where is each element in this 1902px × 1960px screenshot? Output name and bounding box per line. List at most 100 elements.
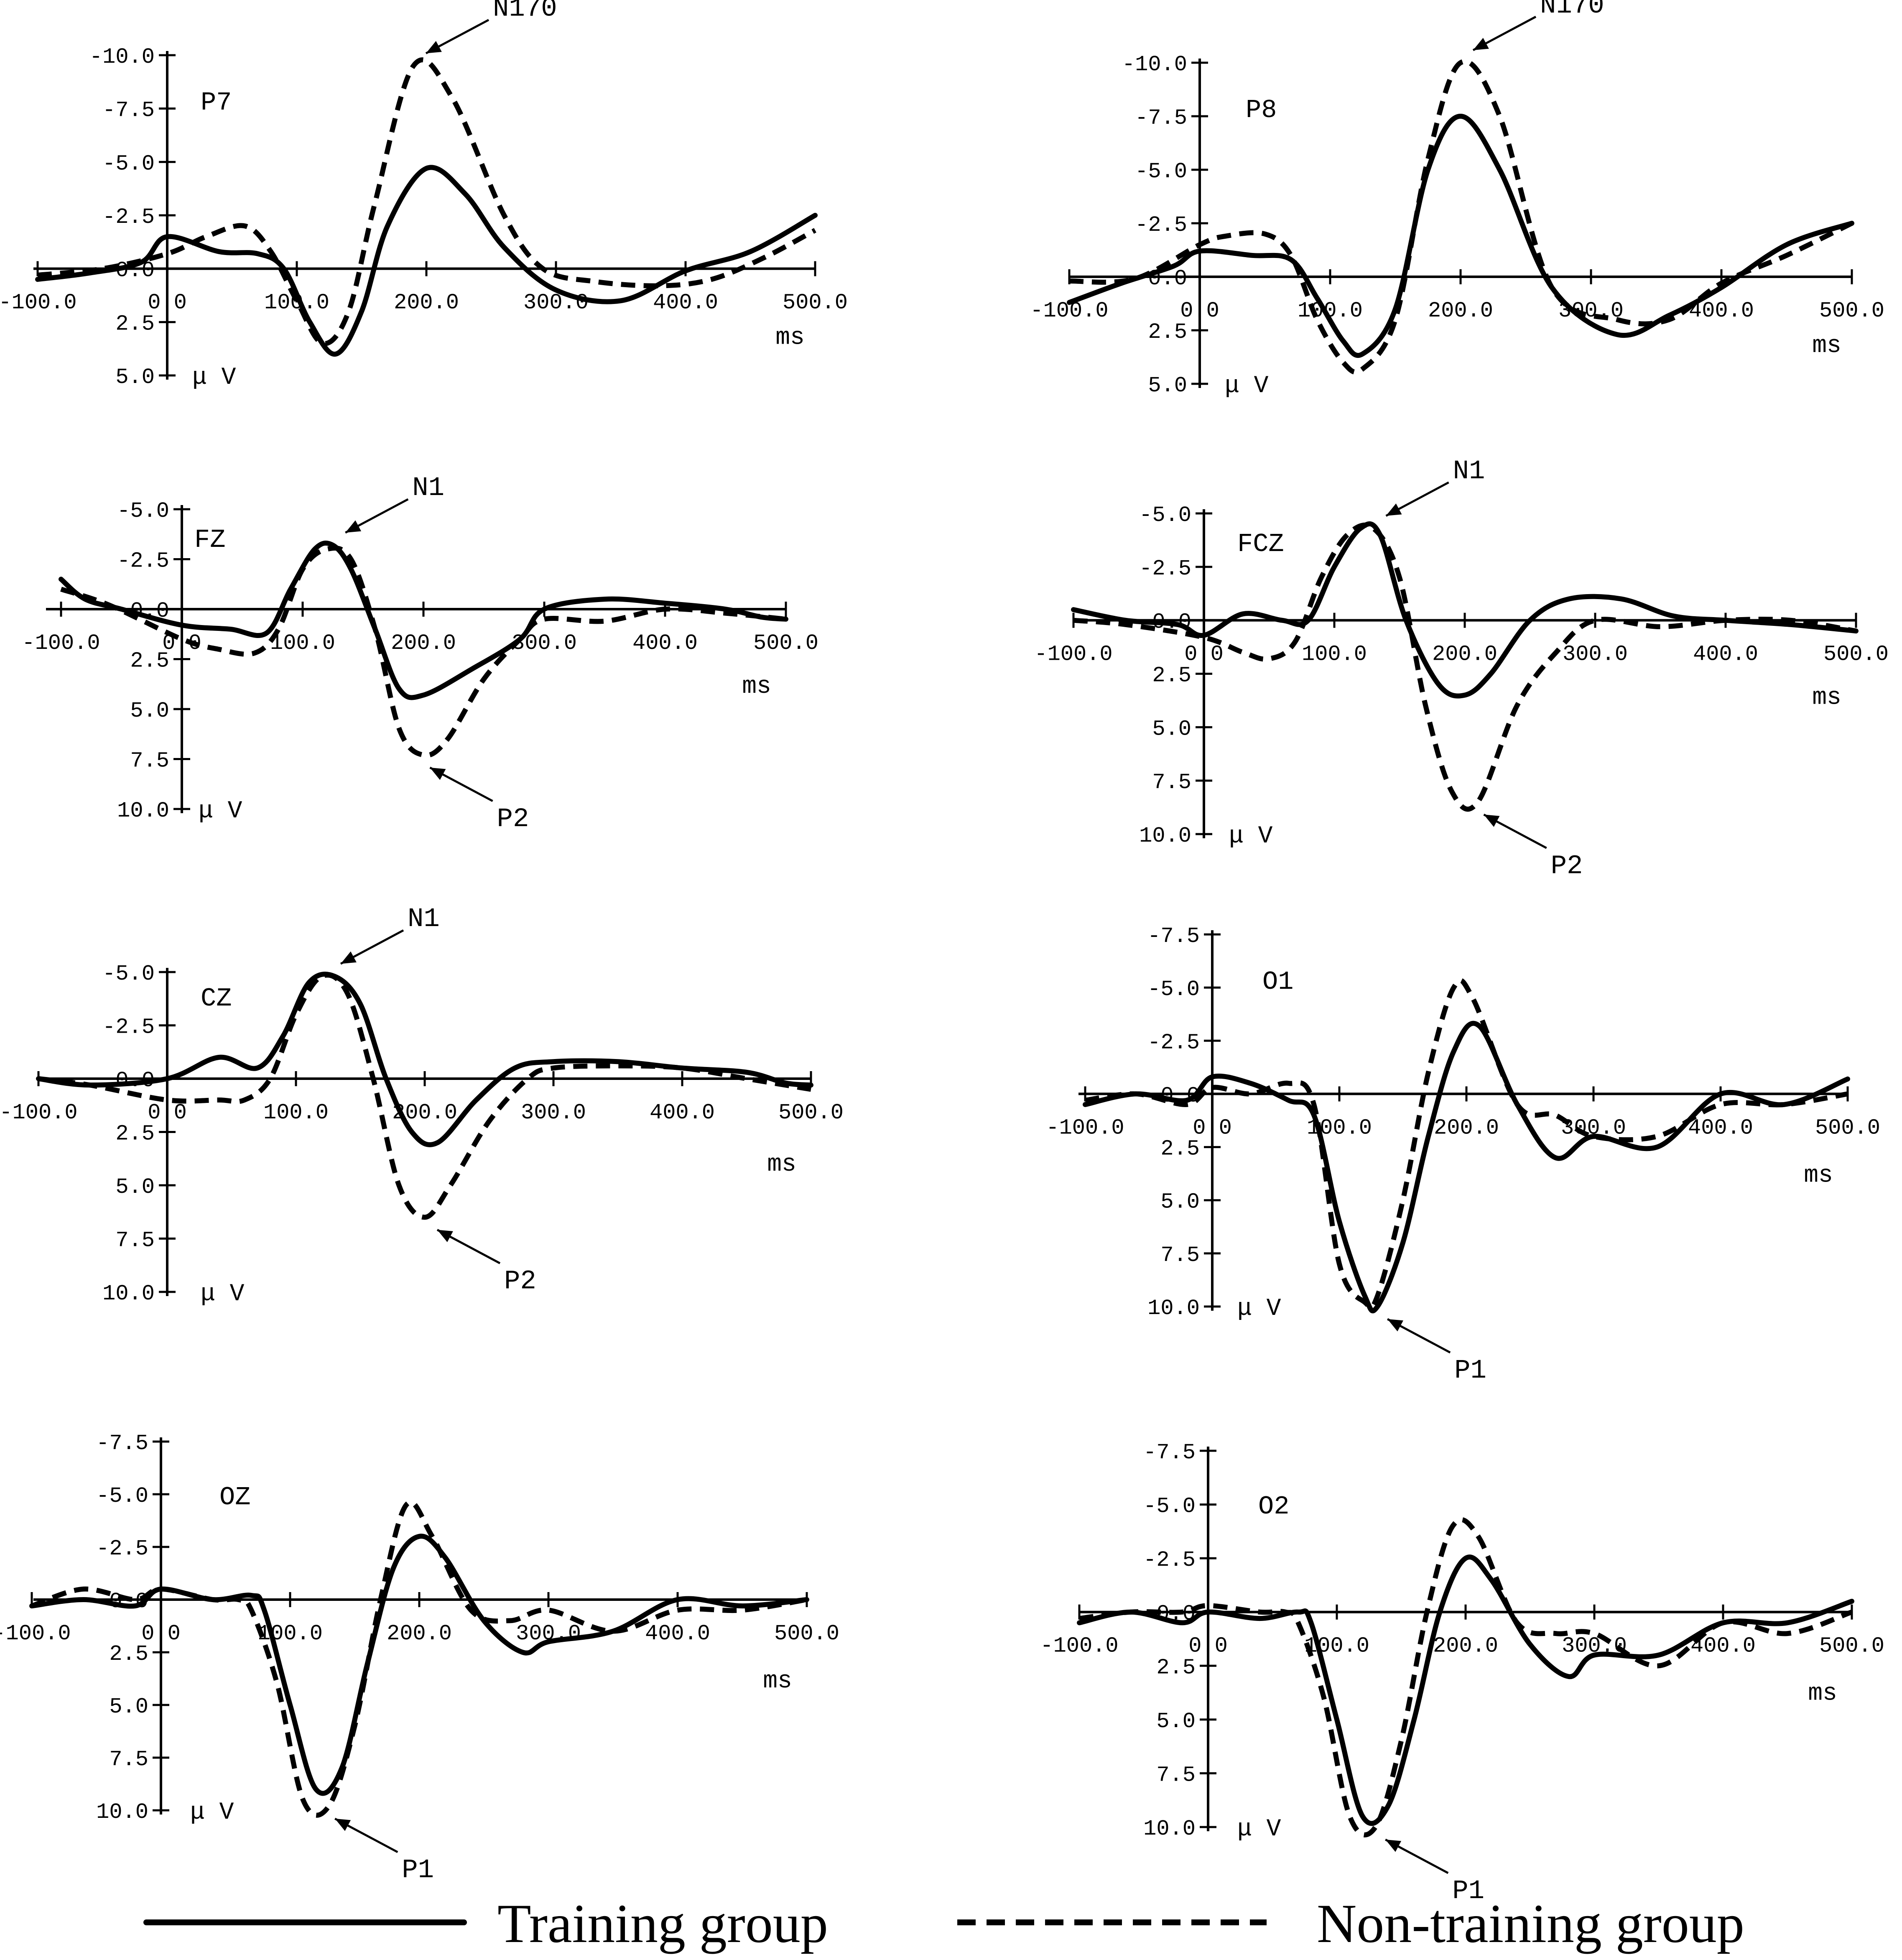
y-tick-label: -2.5 bbox=[1147, 1030, 1200, 1055]
y-tick-label: -2.5 bbox=[117, 549, 169, 574]
y-axis-unit: μ V bbox=[1229, 823, 1273, 850]
y-tick-label: 2.5 bbox=[1160, 1137, 1200, 1161]
x-tick-label: -100.0 bbox=[22, 631, 100, 656]
y-tick-label: 7.5 bbox=[130, 749, 169, 773]
x-axis-unit: ms bbox=[767, 1151, 796, 1178]
x-tick-label: -100.0 bbox=[0, 1100, 78, 1125]
y-tick-label: 5.0 bbox=[1148, 373, 1187, 398]
y-tick-label: 5.0 bbox=[115, 1175, 155, 1199]
x-tick-label: 500.0 bbox=[1819, 299, 1884, 323]
x-tick-label: 100.0 bbox=[263, 1100, 329, 1125]
channel-label: FZ bbox=[194, 525, 225, 555]
y-tick-label: -5.0 bbox=[102, 151, 155, 176]
y-tick-label: -2.5 bbox=[1135, 213, 1187, 237]
non-training-trace bbox=[31, 1500, 807, 1818]
legend-label-non-training: Non-training group bbox=[1317, 1893, 1744, 1954]
x-tick-label: 0.0 bbox=[141, 1621, 181, 1646]
y-tick-label: -2.5 bbox=[96, 1536, 148, 1561]
training-trace bbox=[35, 165, 818, 357]
x-tick-label: 400.0 bbox=[632, 631, 698, 656]
channel-label: FCZ bbox=[1237, 529, 1284, 559]
x-tick-label: 500.0 bbox=[774, 1621, 839, 1646]
y-tick-label: -7.5 bbox=[1147, 924, 1200, 949]
y-tick-label: 5.0 bbox=[115, 365, 155, 390]
y-axis-unit: μ V bbox=[199, 798, 242, 825]
y-tick-label: -5.0 bbox=[117, 499, 169, 523]
x-axis-unit: ms bbox=[1812, 684, 1841, 712]
peak-label: N1 bbox=[1453, 457, 1485, 487]
y-tick-label: -10.0 bbox=[89, 45, 155, 69]
y-tick-label: 5.0 bbox=[109, 1695, 148, 1719]
y-tick-label: 7.5 bbox=[109, 1747, 148, 1772]
x-tick-label: 200.0 bbox=[387, 1621, 452, 1646]
channel-label: O1 bbox=[1262, 967, 1293, 997]
panel-cz: -5.0-2.50.02.55.07.510.0-100.0 0.0 100.0 20… bbox=[0, 904, 844, 1308]
non-training-trace bbox=[37, 57, 816, 346]
x-tick-label: 0.0 bbox=[1188, 1634, 1228, 1659]
y-tick-label: -7.5 bbox=[1143, 1440, 1196, 1465]
x-tick-label: -100.0 bbox=[1034, 642, 1112, 667]
non-training-trace bbox=[60, 545, 786, 758]
x-tick-label: 200.0 bbox=[1428, 299, 1493, 323]
y-tick-label: -7.5 bbox=[1135, 106, 1187, 130]
peak-label: P2 bbox=[497, 804, 529, 835]
y-tick-label: -5.0 bbox=[1135, 159, 1187, 184]
x-axis-unit: ms bbox=[775, 324, 805, 352]
x-tick-label: 200.0 bbox=[394, 291, 459, 315]
x-tick-label: 200.0 bbox=[1433, 1634, 1498, 1659]
x-tick-label: 400.0 bbox=[650, 1100, 715, 1125]
y-axis-unit: μ V bbox=[1237, 1816, 1281, 1843]
legend: Training group Non-training group bbox=[143, 1893, 1744, 1954]
y-tick-label: -7.5 bbox=[102, 98, 155, 123]
x-tick-label: 300.0 bbox=[523, 291, 589, 315]
y-tick-label: -5.0 bbox=[1143, 1494, 1196, 1519]
y-tick-label: 10.0 bbox=[117, 799, 169, 823]
peak-label: P1 bbox=[402, 1855, 434, 1886]
x-tick-label: 0.0 bbox=[1184, 642, 1224, 667]
non-training-trace bbox=[1073, 522, 1856, 812]
non-training-trace bbox=[1069, 59, 1853, 375]
y-axis-unit: μ V bbox=[201, 1281, 245, 1308]
channel-label: P7 bbox=[201, 88, 232, 117]
y-tick-label: -5.0 bbox=[1139, 503, 1191, 528]
y-tick-label: 5.0 bbox=[1160, 1190, 1200, 1215]
y-axis-unit: μ V bbox=[192, 364, 236, 391]
x-axis-unit: ms bbox=[763, 1668, 792, 1695]
y-tick-label: -10.0 bbox=[1122, 52, 1187, 77]
arrow-head bbox=[426, 41, 442, 54]
x-tick-label: -100.0 bbox=[1046, 1115, 1124, 1140]
y-tick-label: 10.0 bbox=[1143, 1817, 1196, 1841]
arrow-head bbox=[1387, 1319, 1403, 1332]
x-tick-label: -100.0 bbox=[0, 291, 77, 315]
channel-label: O2 bbox=[1258, 1492, 1289, 1521]
x-tick-label: 400.0 bbox=[653, 291, 718, 315]
training-trace bbox=[1077, 1554, 1854, 1826]
x-tick-label: 500.0 bbox=[753, 631, 818, 656]
y-tick-label: 2.5 bbox=[1152, 664, 1191, 688]
y-tick-label: 7.5 bbox=[1156, 1763, 1196, 1787]
y-tick-label: -5.0 bbox=[1147, 977, 1200, 1002]
arrow-head bbox=[345, 520, 362, 533]
arrow-head bbox=[335, 1818, 351, 1831]
y-tick-label: -5.0 bbox=[102, 962, 155, 986]
y-tick-label: 2.5 bbox=[115, 1122, 155, 1146]
non-training-trace bbox=[38, 972, 811, 1220]
y-tick-label: 10.0 bbox=[1139, 824, 1191, 848]
peak-label: P1 bbox=[1452, 1876, 1484, 1906]
panel-o2: -7.5-5.0-2.50.02.55.07.510.0-100.0 0.0 100… bbox=[1040, 1440, 1884, 1906]
y-tick-label: 2.5 bbox=[115, 311, 155, 336]
training-trace bbox=[36, 972, 813, 1147]
arrow-head bbox=[1385, 1840, 1402, 1852]
y-tick-label: 10.0 bbox=[102, 1281, 155, 1306]
x-tick-label: 500.0 bbox=[783, 291, 848, 315]
x-tick-label: 0.0 bbox=[1180, 299, 1219, 323]
y-axis-unit: μ V bbox=[1237, 1295, 1281, 1322]
y-tick-label: 5.0 bbox=[1156, 1709, 1196, 1734]
x-tick-label: 300.0 bbox=[1558, 299, 1624, 323]
y-tick-label: 2.5 bbox=[1156, 1655, 1196, 1680]
training-trace bbox=[59, 540, 788, 700]
y-axis-unit: μ V bbox=[1225, 373, 1269, 400]
panel-o1: -7.5-5.0-2.50.02.55.07.510.0-100.0 0.0 100… bbox=[1046, 924, 1880, 1386]
x-axis-unit: ms bbox=[1808, 1680, 1837, 1707]
